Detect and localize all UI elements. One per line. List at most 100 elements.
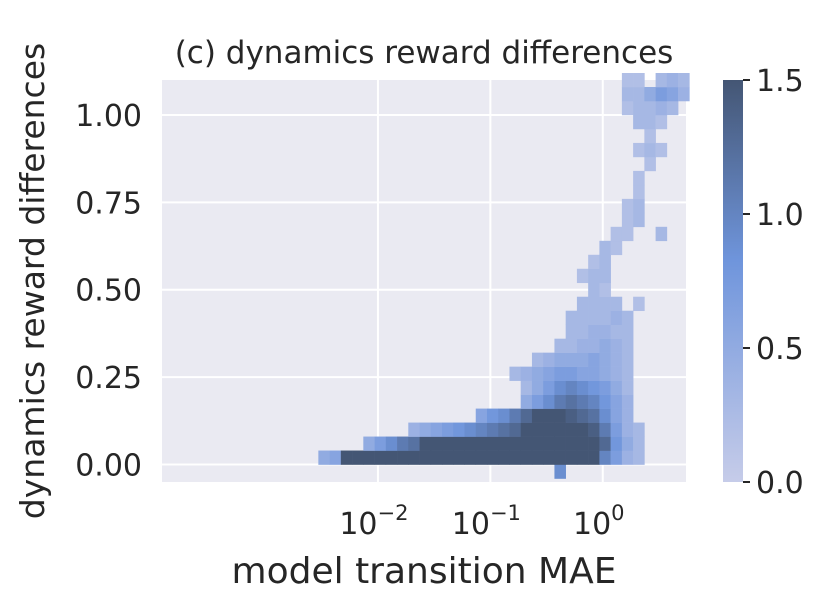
heatmap-cell — [588, 254, 600, 270]
heatmap-cell — [565, 324, 578, 339]
heatmap-cell — [442, 422, 454, 437]
heatmap-cell — [374, 450, 387, 465]
heatmap-cell — [385, 450, 398, 465]
heatmap-cell — [486, 422, 499, 437]
heatmap-cell — [554, 366, 566, 381]
heatmap-cell — [621, 394, 634, 409]
heatmap-cell — [588, 450, 600, 465]
y-tick-label: 0.00 — [75, 449, 142, 484]
heatmap-cell — [678, 73, 690, 88]
heatmap-cell — [621, 324, 634, 339]
heatmap-cell — [621, 212, 634, 228]
heatmap-cell — [576, 450, 589, 465]
heatmap-cell — [509, 408, 522, 423]
heatmap-cell — [576, 366, 589, 381]
heatmap-cell — [464, 422, 477, 437]
heatmap-cell — [599, 324, 611, 339]
heatmap-cells — [318, 73, 690, 479]
x-tick-label: 100 — [573, 501, 625, 542]
heatmap-cell — [599, 380, 611, 395]
heatmap-cell — [655, 114, 668, 130]
heatmap-cell — [621, 450, 634, 465]
heatmap-cell — [374, 436, 387, 451]
heatmap-cell — [576, 324, 589, 339]
heatmap-cell — [531, 450, 544, 465]
heatmap-cell — [554, 352, 566, 367]
heatmap-cell — [408, 450, 420, 465]
heatmap-cell — [610, 338, 623, 353]
heatmap-cell — [599, 352, 611, 367]
heatmap-cell — [554, 422, 566, 437]
heatmap-cell — [464, 436, 477, 451]
heatmap-cell — [633, 142, 645, 158]
x-tick-label: 10−1 — [452, 501, 521, 542]
heatmap-cell — [520, 394, 533, 409]
x-axis-ticks: 10−2 10−1 100 — [339, 501, 624, 542]
heatmap-cell — [610, 352, 623, 367]
heatmap-cell — [588, 282, 600, 298]
heatmap-cell — [610, 422, 623, 437]
heatmap-cell — [363, 450, 375, 465]
heatmap-cell — [633, 73, 645, 88]
heatmap-cell — [655, 73, 668, 88]
heatmap-cell — [520, 408, 533, 423]
heatmap-cell — [599, 436, 611, 451]
heatmap-cell — [397, 436, 409, 451]
heatmap-cell — [599, 240, 611, 256]
heatmap-cell — [419, 436, 432, 451]
heatmap-cell — [419, 422, 432, 437]
heatmap-cell — [554, 380, 566, 395]
heatmap-cell — [644, 100, 656, 116]
heatmap-cell — [633, 422, 645, 437]
heatmap-cell — [599, 450, 611, 465]
heatmap-cell — [453, 436, 465, 451]
heatmap-cell — [329, 450, 342, 465]
heatmap-cell — [352, 450, 364, 465]
heatmap-cell — [655, 142, 668, 158]
heatmap-cell — [621, 338, 634, 353]
heatmap-cell — [576, 436, 589, 451]
heatmap-cell — [475, 436, 488, 451]
heatmap-cell — [520, 450, 533, 465]
heatmap-cell — [588, 352, 600, 367]
y-tick-label: 0.50 — [75, 274, 142, 309]
heatmap-cell — [610, 366, 623, 381]
heatmap-cell — [397, 450, 409, 465]
heatmap-cell — [576, 310, 589, 325]
heatmap-cell — [588, 408, 600, 423]
colorbar-ticks: 0.0 0.5 1.0 1.5 — [743, 64, 804, 501]
heatmap-cell — [610, 436, 623, 451]
heatmap-cell — [543, 380, 555, 395]
heatmap-cell — [509, 366, 522, 381]
heatmap-cell — [644, 156, 656, 172]
heatmap-cell — [554, 394, 566, 409]
heatmap-cell — [554, 338, 566, 353]
heatmap-cell — [633, 450, 645, 465]
heatmap-cell — [543, 394, 555, 409]
heatmap-cell — [588, 366, 600, 381]
heatmap-cell — [498, 408, 510, 423]
heatmap-cell — [621, 366, 634, 381]
colorbar-tick-label: 1.5 — [756, 64, 804, 99]
heatmap-cell — [633, 86, 645, 102]
colorbar: 0.0 0.5 1.0 1.5 — [723, 64, 804, 501]
heatmap-cell — [385, 436, 398, 451]
heatmap-cell — [565, 380, 578, 395]
heatmap-cell — [633, 170, 645, 186]
heatmap-cell — [588, 324, 600, 339]
colorbar-gradient — [723, 80, 743, 482]
heatmap-cell — [486, 436, 499, 451]
heatmap-cell — [554, 450, 566, 465]
heatmap-cell — [610, 310, 623, 325]
heatmap-cell — [408, 436, 420, 451]
heatmap-cell — [576, 338, 589, 353]
heatmap-cell — [509, 422, 522, 437]
heatmap-cell — [621, 310, 634, 325]
heatmap-cell — [621, 422, 634, 437]
heatmap-cell — [588, 338, 600, 353]
heatmap-cell — [644, 86, 656, 102]
heatmap-cell — [576, 380, 589, 395]
heatmap-cell — [588, 268, 600, 284]
heatmap-cell — [475, 422, 488, 437]
y-tick-label: 0.25 — [75, 361, 142, 396]
